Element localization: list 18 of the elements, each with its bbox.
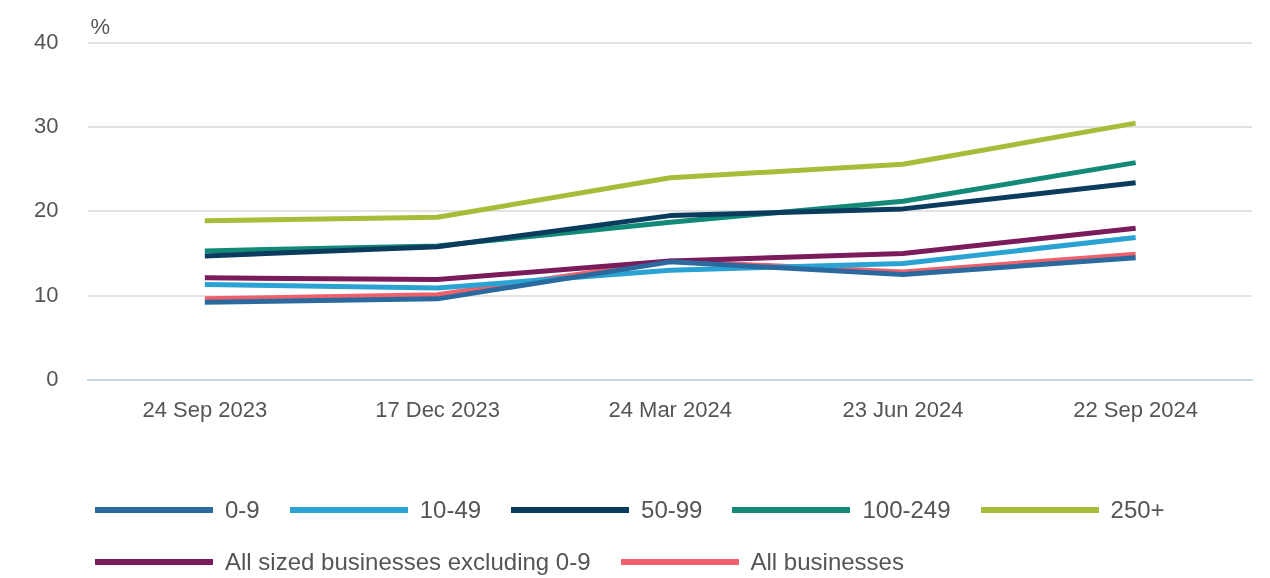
legend-label: 50-99 [641,496,703,524]
y-tick-label: 10 [33,281,59,307]
y-tick-label: 30 [33,113,59,139]
y-tick-label: 40 [33,29,59,55]
legend-label: 10-49 [419,496,482,524]
legend-label: 250+ [1110,496,1165,524]
x-tick-label: 22 Sep 2024 [1073,396,1199,422]
x-tick-label: 24 Mar 2024 [608,396,732,422]
legend-label: 0-9 [225,496,260,524]
x-tick-label: 24 Sep 2023 [142,396,268,422]
x-tick-label: 23 Jun 2024 [842,396,964,422]
y-tick-label: 0 [46,365,59,391]
x-tick-label: 17 Dec 2023 [375,396,500,422]
legend-label: 100-249 [862,496,951,524]
y-tick-label: 20 [33,197,59,223]
y-axis-title: % [90,14,111,40]
legend-label: All sized businesses excluding 0-9 [225,548,591,576]
legend-label: All businesses [750,548,904,576]
